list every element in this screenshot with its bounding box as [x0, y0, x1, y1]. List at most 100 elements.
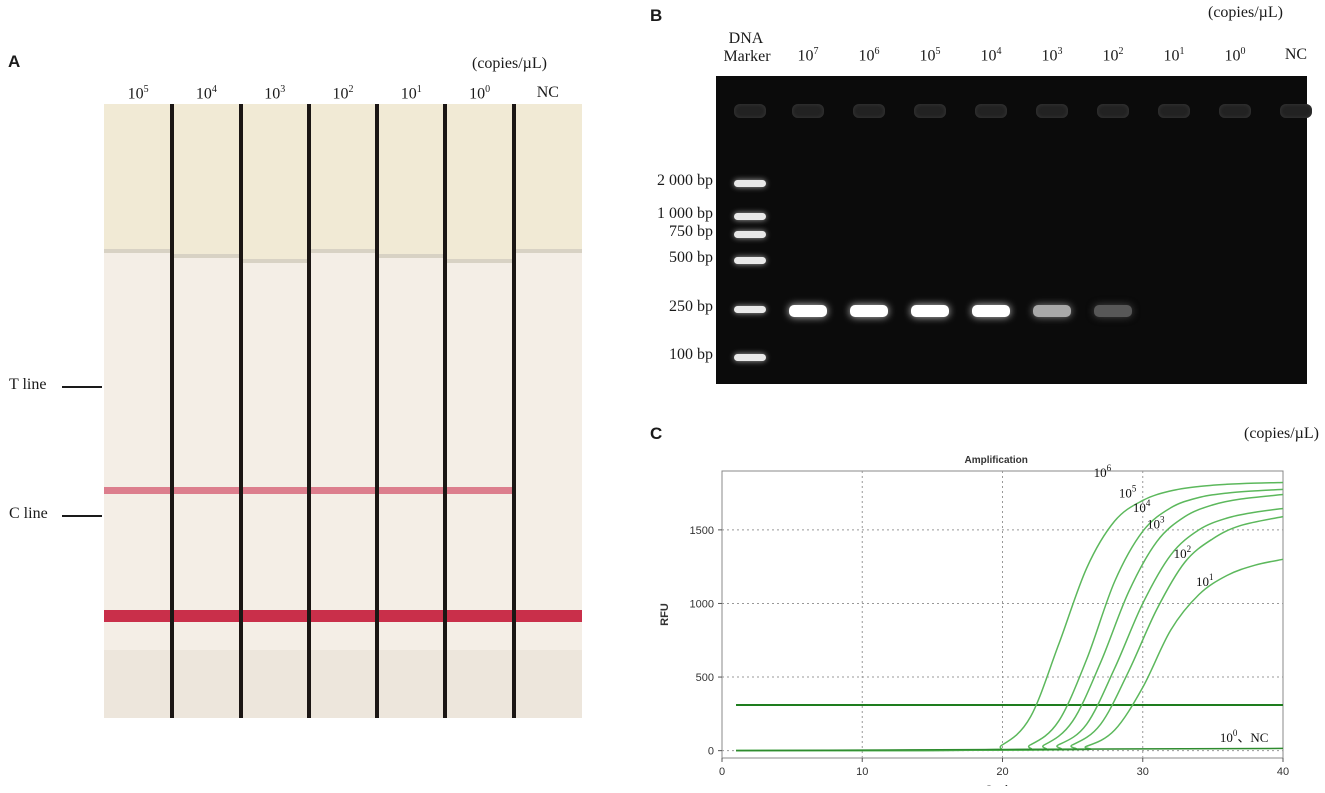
ladder-band — [734, 354, 766, 361]
absorbent-pad — [445, 650, 514, 718]
lateral-flow-strips — [104, 104, 582, 718]
panel-c-unit: (copies/µL) — [1244, 425, 1319, 442]
y-tick-label: 1000 — [690, 598, 714, 610]
sample-well — [1097, 104, 1129, 118]
panel-b-unit: (copies/µL) — [1208, 4, 1283, 21]
strip-gap — [238, 104, 243, 718]
ladder-size-label: 250 bp — [669, 298, 713, 315]
sample-well — [1219, 104, 1251, 118]
gel-lane-label: 103 — [1041, 46, 1063, 65]
x-tick-label: 20 — [996, 766, 1008, 778]
absorbent-pad — [308, 650, 378, 718]
plot-frame — [721, 470, 1284, 759]
ladder-band — [734, 231, 766, 238]
strip-gap — [443, 104, 448, 718]
test-line-band — [240, 487, 309, 494]
strip-lane-label: 101 — [400, 84, 422, 103]
gel-lane-label: 105 — [919, 46, 941, 65]
ladder-band — [734, 257, 766, 264]
control-line-band — [308, 610, 378, 622]
sample-well — [1280, 104, 1312, 118]
sample-pad — [513, 104, 582, 249]
gel-lane-label: 107 — [797, 46, 819, 65]
sample-well — [1036, 104, 1068, 118]
dna-marker-label-line1: DNA — [728, 30, 764, 47]
amplicon-band — [789, 305, 827, 317]
t-line-label: T line — [9, 376, 47, 393]
control-line-band — [172, 610, 241, 622]
ladder-band — [734, 306, 766, 313]
sample-pad — [445, 104, 514, 259]
test-line-band — [172, 487, 241, 494]
x-axis-label: Cycles — [985, 784, 1020, 786]
curve-label: 100、NC — [1220, 728, 1269, 745]
y-tick-label: 1500 — [690, 525, 714, 537]
test-strip — [308, 104, 378, 718]
curve-label: 103 — [1147, 514, 1165, 531]
y-tick-label: 0 — [708, 746, 714, 758]
gel-lane-label: 102 — [1102, 46, 1124, 65]
test-strip — [377, 104, 446, 718]
gel-lane-label: 101 — [1163, 46, 1185, 65]
ladder-size-label: 1 000 bp — [657, 205, 713, 222]
amplicon-band — [1033, 305, 1071, 317]
amplicon-band — [1094, 305, 1132, 317]
gel-lane-label: 100 — [1224, 46, 1246, 65]
pad-edge — [172, 254, 241, 258]
sample-pad — [172, 104, 241, 254]
ladder-size-label: 100 bp — [669, 346, 713, 363]
curve-label: 106 — [1094, 463, 1112, 480]
ladder-size-label: 500 bp — [669, 249, 713, 266]
test-strip — [172, 104, 241, 718]
control-line-band — [240, 610, 309, 622]
test-strip — [240, 104, 309, 718]
strip-gap — [306, 104, 311, 718]
test-line-band — [445, 487, 514, 494]
gel-lane-label: 106 — [858, 46, 880, 65]
curve-label: 101 — [1196, 572, 1214, 589]
strip-gap — [170, 104, 175, 718]
strip-lane-label: 104 — [195, 84, 217, 103]
chart-title: Amplification — [965, 455, 1028, 466]
amplicon-band — [850, 305, 888, 317]
strip-lane-label: 102 — [332, 84, 354, 103]
test-line-band — [104, 487, 173, 494]
panel-a-letter: A — [8, 52, 21, 71]
ladder-band — [734, 213, 766, 220]
amplicon-band — [911, 305, 949, 317]
x-tick-label: 10 — [856, 766, 868, 778]
curve-label: 105 — [1119, 483, 1137, 500]
marker-well — [734, 104, 766, 118]
strip-gap — [375, 104, 380, 718]
control-line-band — [513, 610, 582, 622]
c-line-label: C line — [9, 505, 48, 522]
t-line-pointer — [62, 386, 102, 388]
pad-edge — [308, 249, 378, 253]
strip-gap — [511, 104, 516, 718]
agarose-gel — [716, 76, 1312, 384]
absorbent-pad — [172, 650, 241, 718]
panel-b-letter: B — [650, 6, 663, 25]
sample-pad — [240, 104, 309, 259]
y-tick-label: 500 — [696, 672, 714, 684]
absorbent-pad — [240, 650, 309, 718]
x-tick-label: 0 — [719, 766, 725, 778]
sample-well — [1158, 104, 1190, 118]
test-strip — [104, 104, 173, 718]
strip-lane-label: 103 — [264, 84, 286, 103]
test-line-band — [308, 487, 378, 494]
sample-pad — [308, 104, 378, 249]
amplification-curve — [736, 558, 1284, 752]
panel-a-unit: (copies/µL) — [472, 55, 547, 72]
test-strip — [445, 104, 514, 718]
amplification-curve — [736, 747, 1284, 752]
gel-lane-label: 104 — [980, 46, 1002, 65]
sample-well — [975, 104, 1007, 118]
amplicon-band — [972, 305, 1010, 317]
control-line-band — [377, 610, 446, 622]
pad-edge — [513, 249, 582, 253]
absorbent-pad — [513, 650, 582, 718]
x-tick-label: 30 — [1137, 766, 1149, 778]
amplification-chart: Amplification 0 10 20 30 40 0 500 1000 1500 Cycles… — [659, 455, 1289, 786]
curve-label: 102 — [1174, 544, 1192, 561]
